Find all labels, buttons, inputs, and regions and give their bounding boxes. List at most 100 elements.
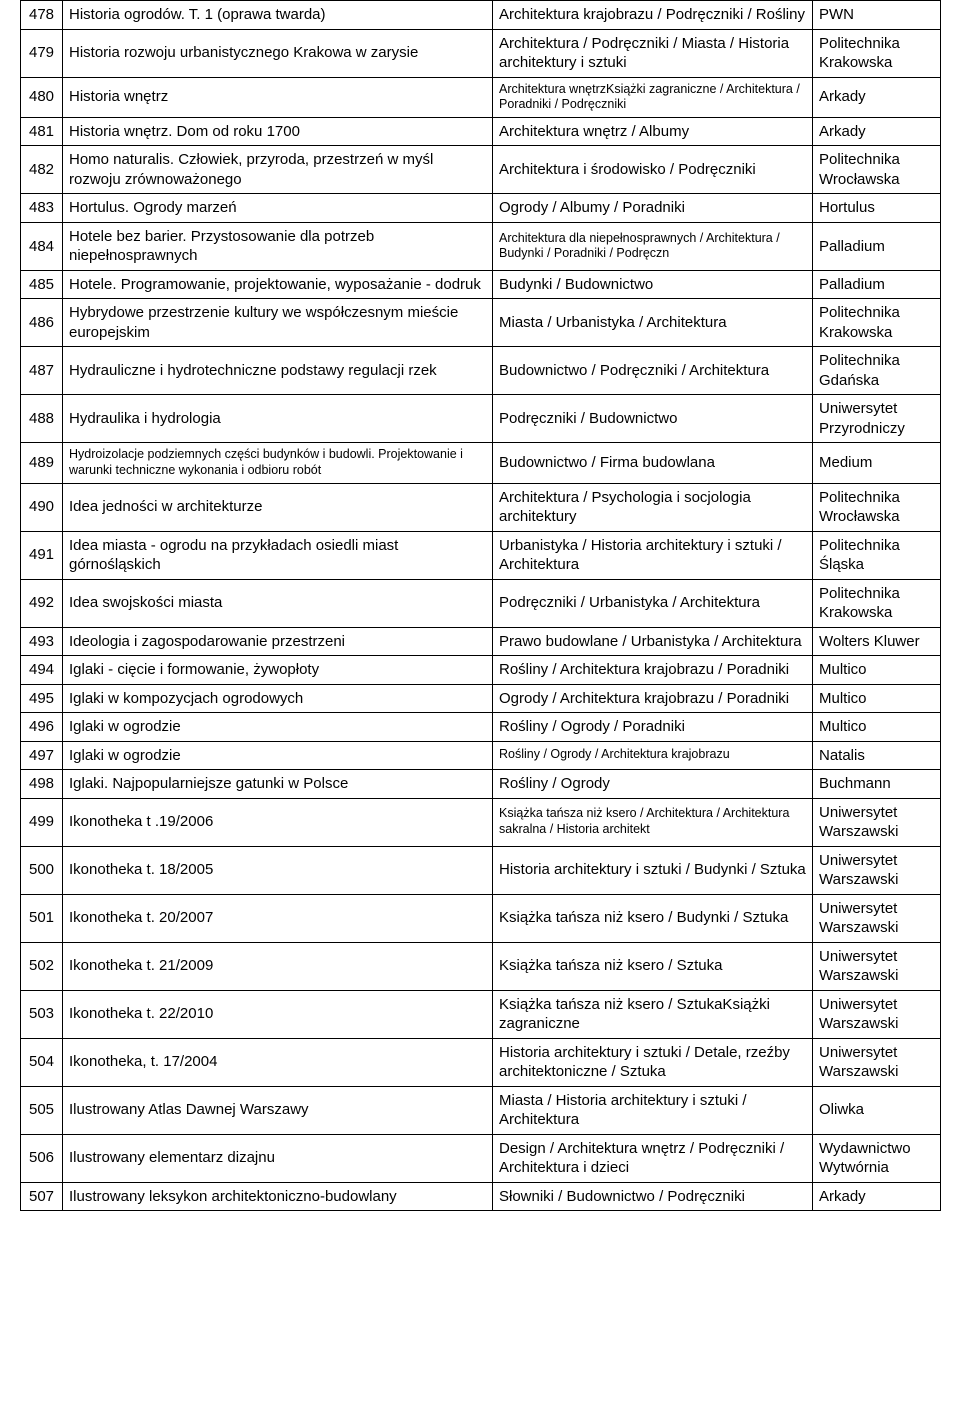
row-publisher: Palladium	[813, 222, 941, 270]
table-row: 498Iglaki. Najpopularniejsze gatunki w P…	[21, 770, 941, 799]
table-row: 478Historia ogrodów. T. 1 (oprawa twarda…	[21, 1, 941, 30]
row-categories: Architektura wnętrz / Albumy	[493, 117, 813, 146]
table-row: 494Iglaki - cięcie i formowanie, żywopło…	[21, 656, 941, 685]
table-row: 489Hydroizolacje podziemnych części budy…	[21, 443, 941, 483]
table-row: 483Hortulus. Ogrody marzeńOgrody / Album…	[21, 194, 941, 223]
row-title: Historia rozwoju urbanistycznego Krakowa…	[63, 29, 493, 77]
row-publisher: Arkady	[813, 117, 941, 146]
row-title: Hydrauliczne i hydrotechniczne podstawy …	[63, 347, 493, 395]
row-number: 494	[21, 656, 63, 685]
row-number: 489	[21, 443, 63, 483]
table-row: 484Hotele bez barier. Przystosowanie dla…	[21, 222, 941, 270]
table-row: 480Historia wnętrzArchitektura wnętrzKsi…	[21, 77, 941, 117]
row-number: 492	[21, 579, 63, 627]
row-number: 491	[21, 531, 63, 579]
row-categories: Książka tańsza niż ksero / Architektura …	[493, 798, 813, 846]
row-publisher: PWN	[813, 1, 941, 30]
row-publisher: Palladium	[813, 270, 941, 299]
row-publisher: Oliwka	[813, 1086, 941, 1134]
row-title: Idea swojskości miasta	[63, 579, 493, 627]
row-categories: Rośliny / Ogrody / Architektura krajobra…	[493, 741, 813, 770]
row-publisher: Politechnika Krakowska	[813, 29, 941, 77]
row-categories: Architektura i środowisko / Podręczniki	[493, 146, 813, 194]
table-row: 505Ilustrowany Atlas Dawnej WarszawyMias…	[21, 1086, 941, 1134]
row-number: 506	[21, 1134, 63, 1182]
table-row: 496Iglaki w ogrodzieRośliny / Ogrody / P…	[21, 713, 941, 742]
row-publisher: Uniwersytet Warszawski	[813, 846, 941, 894]
row-title: Hotele bez barier. Przystosowanie dla po…	[63, 222, 493, 270]
row-categories: Budynki / Budownictwo	[493, 270, 813, 299]
row-title: Ilustrowany leksykon architektoniczno-bu…	[63, 1182, 493, 1211]
row-categories: Książka tańsza niż ksero / Sztuka	[493, 942, 813, 990]
row-title: Iglaki w ogrodzie	[63, 741, 493, 770]
row-number: 484	[21, 222, 63, 270]
row-title: Ilustrowany Atlas Dawnej Warszawy	[63, 1086, 493, 1134]
row-categories: Budownictwo / Podręczniki / Architektura	[493, 347, 813, 395]
table-row: 506Ilustrowany elementarz dizajnuDesign …	[21, 1134, 941, 1182]
row-categories: Ogrody / Albumy / Poradniki	[493, 194, 813, 223]
row-publisher: Politechnika Krakowska	[813, 579, 941, 627]
row-title: Hortulus. Ogrody marzeń	[63, 194, 493, 223]
row-categories: Słowniki / Budownictwo / Podręczniki	[493, 1182, 813, 1211]
book-table: 478Historia ogrodów. T. 1 (oprawa twarda…	[20, 0, 941, 1211]
row-title: Ikonotheka t. 20/2007	[63, 894, 493, 942]
row-publisher: Buchmann	[813, 770, 941, 799]
row-categories: Design / Architektura wnętrz / Podręczni…	[493, 1134, 813, 1182]
row-categories: Urbanistyka / Historia architektury i sz…	[493, 531, 813, 579]
table-row: 501Ikonotheka t. 20/2007Książka tańsza n…	[21, 894, 941, 942]
row-publisher: Uniwersytet Warszawski	[813, 990, 941, 1038]
table-row: 488Hydraulika i hydrologiaPodręczniki / …	[21, 395, 941, 443]
row-title: Ilustrowany elementarz dizajnu	[63, 1134, 493, 1182]
row-title: Hydroizolacje podziemnych części budynkó…	[63, 443, 493, 483]
row-number: 488	[21, 395, 63, 443]
table-row: 497Iglaki w ogrodzieRośliny / Ogrody / A…	[21, 741, 941, 770]
table-body: 478Historia ogrodów. T. 1 (oprawa twarda…	[21, 1, 941, 1211]
table-row: 499Ikonotheka t .19/2006Książka tańsza n…	[21, 798, 941, 846]
table-row: 485Hotele. Programowanie, projektowanie,…	[21, 270, 941, 299]
row-number: 497	[21, 741, 63, 770]
row-title: Historia ogrodów. T. 1 (oprawa twarda)	[63, 1, 493, 30]
row-publisher: Politechnika Wrocławska	[813, 146, 941, 194]
row-publisher: Multico	[813, 656, 941, 685]
table-row: 500Ikonotheka t. 18/2005Historia archite…	[21, 846, 941, 894]
row-number: 502	[21, 942, 63, 990]
row-title: Iglaki w kompozycjach ogrodowych	[63, 684, 493, 713]
row-title: Ideologia i zagospodarowanie przestrzeni	[63, 627, 493, 656]
row-number: 498	[21, 770, 63, 799]
row-publisher: Politechnika Gdańska	[813, 347, 941, 395]
row-number: 500	[21, 846, 63, 894]
table-row: 486Hybrydowe przestrzenie kultury we wsp…	[21, 299, 941, 347]
row-number: 505	[21, 1086, 63, 1134]
row-title: Hotele. Programowanie, projektowanie, wy…	[63, 270, 493, 299]
table-row: 490Idea jedności w architekturzeArchitek…	[21, 483, 941, 531]
row-number: 503	[21, 990, 63, 1038]
row-categories: Podręczniki / Budownictwo	[493, 395, 813, 443]
row-number: 495	[21, 684, 63, 713]
row-number: 485	[21, 270, 63, 299]
row-categories: Historia architektury i sztuki / Budynki…	[493, 846, 813, 894]
table-row: 503Ikonotheka t. 22/2010Książka tańsza n…	[21, 990, 941, 1038]
row-categories: Miasta / Historia architektury i sztuki …	[493, 1086, 813, 1134]
row-publisher: Arkady	[813, 1182, 941, 1211]
row-categories: Budownictwo / Firma budowlana	[493, 443, 813, 483]
row-title: Idea jedności w architekturze	[63, 483, 493, 531]
row-categories: Architektura krajobrazu / Podręczniki / …	[493, 1, 813, 30]
row-categories: Historia architektury i sztuki / Detale,…	[493, 1038, 813, 1086]
row-publisher: Politechnika Śląska	[813, 531, 941, 579]
row-publisher: Uniwersytet Warszawski	[813, 894, 941, 942]
row-title: Hybrydowe przestrzenie kultury we współc…	[63, 299, 493, 347]
table-row: 504Ikonotheka, t. 17/2004Historia archit…	[21, 1038, 941, 1086]
row-publisher: Uniwersytet Warszawski	[813, 1038, 941, 1086]
page: 478Historia ogrodów. T. 1 (oprawa twarda…	[0, 0, 960, 1241]
row-title: Iglaki - cięcie i formowanie, żywopłoty	[63, 656, 493, 685]
row-number: 496	[21, 713, 63, 742]
table-row: 481Historia wnętrz. Dom od roku 1700Arch…	[21, 117, 941, 146]
row-publisher: Uniwersytet Przyrodniczy	[813, 395, 941, 443]
row-publisher: Wydawnictwo Wytwórnia	[813, 1134, 941, 1182]
row-categories: Architektura / Podręczniki / Miasta / Hi…	[493, 29, 813, 77]
row-number: 483	[21, 194, 63, 223]
table-row: 492Idea swojskości miastaPodręczniki / U…	[21, 579, 941, 627]
row-title: Ikonotheka, t. 17/2004	[63, 1038, 493, 1086]
row-categories: Książka tańsza niż ksero / SztukaKsiążki…	[493, 990, 813, 1038]
table-row: 487Hydrauliczne i hydrotechniczne podsta…	[21, 347, 941, 395]
